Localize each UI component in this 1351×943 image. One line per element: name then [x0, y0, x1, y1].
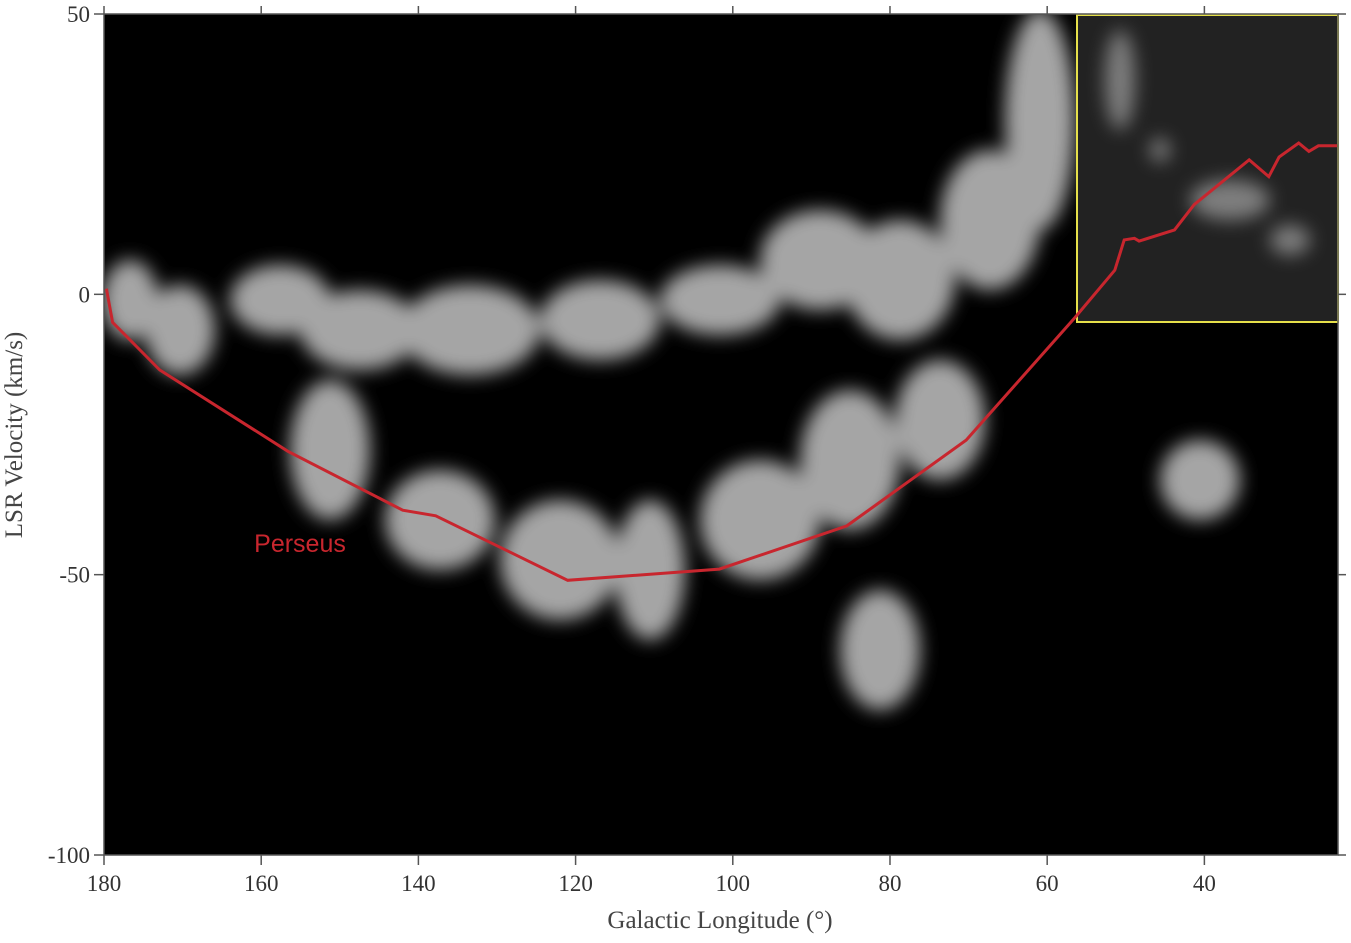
x-tick-label: 140	[401, 871, 436, 896]
series-line	[104, 141, 1338, 582]
series-label: Perseus	[254, 530, 346, 558]
x-tick-label: 80	[878, 871, 901, 896]
y-tick-label: -100	[48, 843, 90, 868]
x-tick-label: 40	[1193, 871, 1216, 896]
y-axis-label: LSR Velocity (km/s)	[1, 332, 28, 538]
x-tick-label: 60	[1036, 871, 1059, 896]
x-tick-label: 100	[716, 871, 751, 896]
y-tick-label: 50	[67, 2, 90, 27]
y-tick-label: -50	[59, 563, 90, 588]
plot-frame	[103, 13, 1339, 856]
x-tick-label: 180	[87, 871, 122, 896]
x-tick-label: 160	[244, 871, 279, 896]
x-axis-label: Galactic Longitude (°)	[607, 907, 832, 934]
emission	[104, 14, 1240, 710]
x-tick-label: 120	[558, 871, 593, 896]
y-tick-label: 0	[79, 282, 91, 307]
